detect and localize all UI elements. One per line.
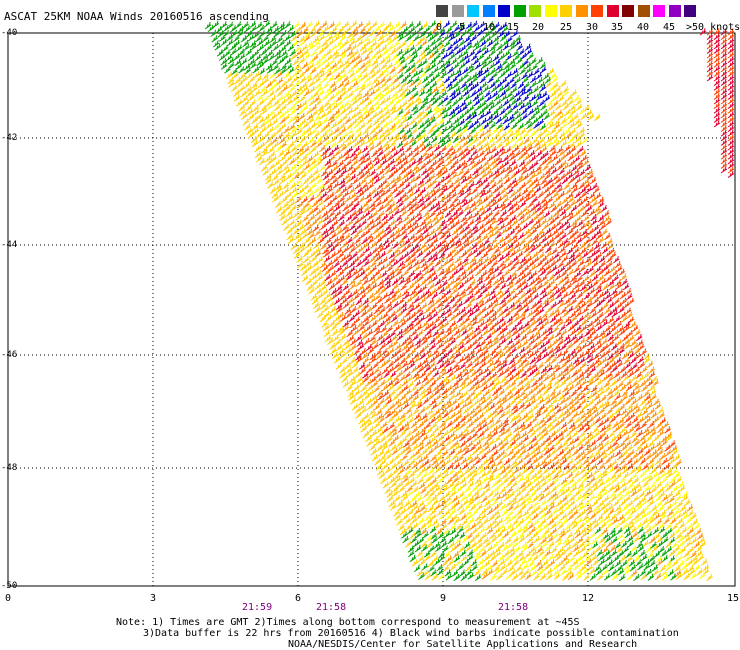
colorbar-label: 35 <box>611 22 624 33</box>
colorbar-label: 25 <box>560 22 573 33</box>
colorbar-label: 15 <box>507 22 520 33</box>
colorbar-swatch <box>684 5 696 17</box>
lon-label: 12 <box>582 593 595 604</box>
time-label: 21:58 <box>316 602 347 613</box>
lat-label: -44 <box>1 240 18 250</box>
lat-label: -42 <box>1 133 18 143</box>
colorbar-swatch <box>606 5 619 17</box>
colorbar-swatch <box>529 5 541 17</box>
colorbar-label: 0 <box>436 22 443 33</box>
colorbar-swatch <box>575 5 588 17</box>
colorbar-swatch <box>560 5 572 17</box>
lon-label: 6 <box>295 593 302 604</box>
colorbar-label: >50 knots <box>686 22 740 33</box>
colorbar-label: 5 <box>459 22 466 33</box>
lon-label: 3 <box>150 593 157 604</box>
colorbar-swatch <box>622 5 634 17</box>
colorbar-label: 40 <box>637 22 650 33</box>
lat-label: -50 <box>1 581 18 591</box>
lon-label: 9 <box>440 593 447 604</box>
note-line-1: Note: 1) Times are GMT 2)Times along bot… <box>116 617 580 628</box>
lon-label: 15 <box>727 593 740 604</box>
colorbar-swatch <box>653 5 665 17</box>
lat-label: -48 <box>1 463 18 473</box>
colorbar-swatch <box>637 5 650 17</box>
wind-barbs <box>204 20 735 582</box>
colorbar-label: 30 <box>586 22 599 33</box>
time-label: 21:58 <box>498 602 529 613</box>
colorbar-swatch <box>498 5 510 17</box>
colorbar-swatch <box>544 5 557 17</box>
colorbar-swatch <box>591 5 603 17</box>
colorbar-swatch <box>451 5 464 17</box>
lat-label: -46 <box>1 350 18 360</box>
colorbar-label: 20 <box>532 22 545 33</box>
lat-label: -40 <box>1 28 18 38</box>
colorbar-swatch <box>467 5 479 17</box>
colorbar-swatch <box>436 5 448 17</box>
time-label: 21:59 <box>242 602 273 613</box>
note-line-2: 3)Data buffer is 22 hrs from 20160516 4)… <box>143 628 679 639</box>
colorbar-label: 45 <box>663 22 676 33</box>
lon-label: 0 <box>5 593 12 604</box>
colorbar-swatch <box>513 5 526 17</box>
colorbar-label: 10 <box>483 22 496 33</box>
colorbar-swatch <box>668 5 681 17</box>
map-title: ASCAT 25KM NOAA Winds 20160516 ascending <box>4 10 269 23</box>
note-line-3: NOAA/NESDIS/Center for Satellite Applica… <box>288 639 638 650</box>
colorbar-swatch <box>482 5 495 17</box>
